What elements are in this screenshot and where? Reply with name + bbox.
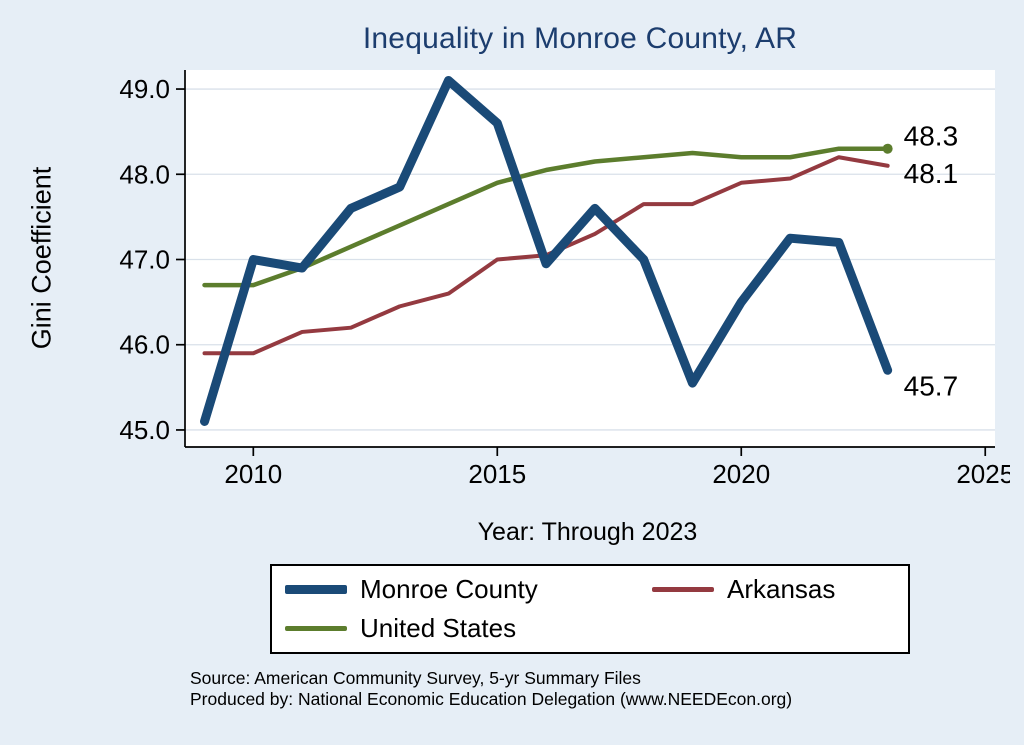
- y-tick-label: 47.0: [119, 245, 170, 275]
- chart-svg: 45.0 46.0 47.0 48.0 49.0 2010 2015 2020 2025 45.7…: [119, 70, 1010, 489]
- end-value-label-monroe-county: 45.7: [904, 370, 959, 401]
- united-states-line-swatch: [285, 626, 347, 631]
- legend-label-arkansas: Arkansas: [727, 574, 836, 604]
- end-value-label-united-states: 48.3: [904, 121, 959, 152]
- series-line-united-states: [202, 146, 890, 288]
- y-axis-label: Gini Coefficient: [26, 166, 57, 350]
- legend-label-united-states: United States: [360, 613, 517, 643]
- y-tick-label: 46.0: [119, 330, 170, 360]
- monroe-county-line-swatch: [285, 585, 347, 594]
- x-tick-label: 2015: [468, 459, 526, 489]
- x-tick-label: 2025: [956, 459, 1010, 489]
- y-tick-label: 48.0: [119, 159, 170, 189]
- legend-item-monroe-county: Monroe County: [285, 574, 652, 605]
- legend-item-arkansas: Arkansas: [652, 574, 908, 605]
- legend-item-united-states: United States: [285, 613, 652, 644]
- chart-title: Inequality in Monroe County, AR: [362, 22, 798, 55]
- y-tick-label: 49.0: [119, 74, 170, 104]
- produced-by-line: Produced by: National Economic Education…: [190, 689, 793, 709]
- arkansas-line-swatch: [652, 587, 714, 592]
- y-tick-label: 45.0: [119, 415, 170, 445]
- source-line: Source: American Community Survey, 5-yr …: [190, 668, 641, 688]
- series-end-marker-united-states: [882, 143, 893, 154]
- legend: Monroe County Arkansas United States: [270, 564, 910, 654]
- legend-label-monroe-county: Monroe County: [360, 574, 538, 604]
- x-axis-label: Year: Through 2023: [477, 518, 698, 546]
- x-tick-label: 2020: [712, 459, 770, 489]
- end-value-label-arkansas: 48.1: [904, 158, 959, 189]
- source-note: Source: American Community Survey, 5-yr …: [190, 668, 792, 710]
- series-line-monroe-county: [200, 76, 893, 426]
- x-tick-label: 2010: [224, 459, 282, 489]
